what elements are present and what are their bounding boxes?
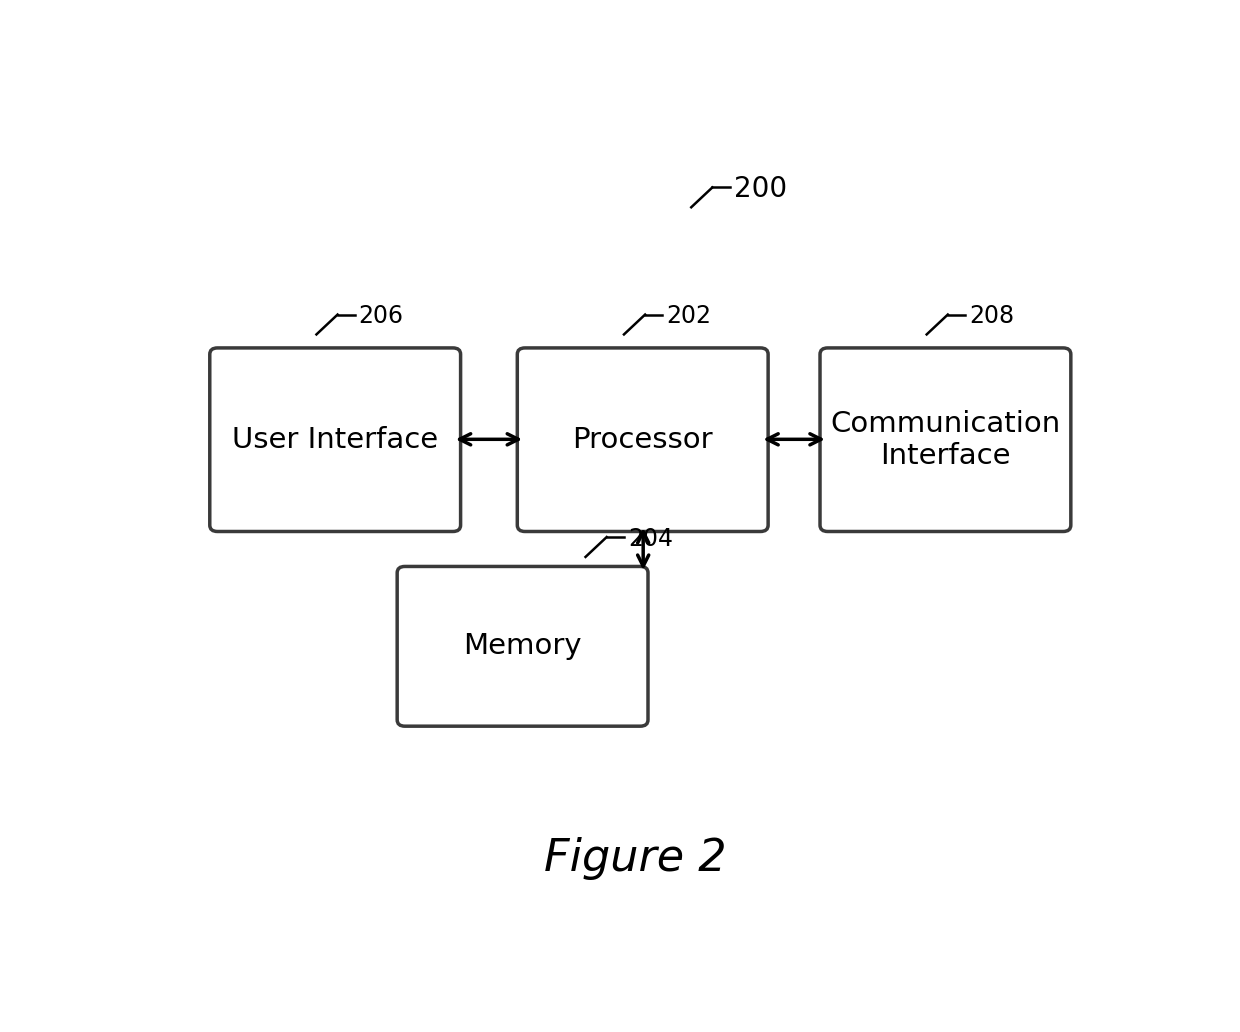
Text: Communication
Interface: Communication Interface [831,410,1060,470]
Text: 200: 200 [734,175,786,203]
Text: Processor: Processor [573,426,713,454]
Text: User Interface: User Interface [232,426,438,454]
Text: 204: 204 [627,526,673,551]
FancyBboxPatch shape [210,348,460,531]
Text: Memory: Memory [464,633,582,660]
Text: 202: 202 [666,304,712,328]
Text: Figure 2: Figure 2 [544,837,727,880]
Text: 208: 208 [968,304,1014,328]
FancyBboxPatch shape [517,348,768,531]
Text: 206: 206 [358,304,404,328]
FancyBboxPatch shape [820,348,1071,531]
FancyBboxPatch shape [397,567,649,727]
